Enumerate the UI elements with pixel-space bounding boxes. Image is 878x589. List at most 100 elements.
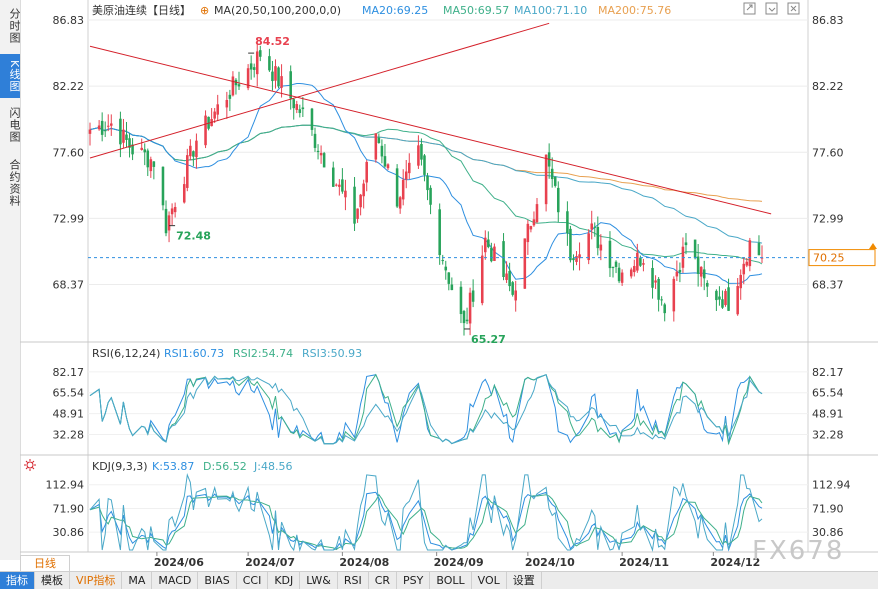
- candle-body: [480, 255, 484, 304]
- candle-body: [204, 115, 207, 146]
- y-tick-label-right: 82.17: [812, 366, 844, 379]
- y-tick-label-left: 72.99: [53, 212, 85, 225]
- candle-body: [344, 190, 347, 198]
- y-tick-label-right: 112.94: [812, 479, 851, 492]
- tab-indicator[interactable]: 指标: [0, 572, 35, 589]
- tab-kdj[interactable]: KDJ: [268, 572, 301, 589]
- candle-body: [341, 179, 344, 192]
- y-tick-label-left: 71.90: [53, 502, 85, 515]
- x-tick-label: 2024/07: [245, 556, 295, 569]
- candle: [487, 231, 490, 249]
- close-icon[interactable]: [787, 2, 800, 15]
- tab-lw[interactable]: LW&: [300, 572, 338, 589]
- candle: [757, 235, 761, 256]
- collapse-icon[interactable]: [765, 2, 778, 15]
- x-tick-label: 2024/06: [154, 556, 204, 569]
- candle-body: [146, 150, 150, 168]
- tab-vip-indicator[interactable]: VIP指标: [70, 572, 123, 589]
- candle: [614, 260, 618, 274]
- y-tick-label-left: 68.37: [53, 279, 85, 292]
- candle: [505, 261, 508, 284]
- candle-body: [398, 197, 402, 209]
- candle: [386, 163, 390, 171]
- tab-settings[interactable]: 设置: [507, 572, 542, 589]
- candle: [213, 107, 216, 124]
- candle: [514, 280, 517, 312]
- candle-body: [663, 304, 666, 314]
- candle-body: [672, 278, 676, 312]
- tab-bias[interactable]: BIAS: [198, 572, 237, 589]
- tab-cr[interactable]: CR: [369, 572, 398, 589]
- y-tick-label-left: 82.17: [53, 366, 85, 379]
- kdj-title: KDJ(9,3,3): [92, 460, 148, 473]
- candle: [696, 243, 700, 287]
- candle-body: [128, 138, 131, 148]
- candle: [508, 262, 511, 292]
- ma-label: MA(20,50,100,200,0,0): [214, 4, 341, 17]
- candle-body: [468, 292, 472, 324]
- tab-ma[interactable]: MA: [122, 572, 153, 589]
- expand-icon[interactable]: [743, 2, 756, 15]
- y-tick-label-right: 68.37: [812, 279, 844, 292]
- candle: [587, 229, 590, 265]
- tab-psy[interactable]: PSY: [397, 572, 431, 589]
- candle-body: [684, 242, 688, 246]
- tab-macd[interactable]: MACD: [152, 572, 199, 589]
- tab-rsi[interactable]: RSI: [338, 572, 369, 589]
- candle: [365, 160, 368, 192]
- tab-cci[interactable]: CCI: [237, 572, 269, 589]
- candle: [292, 98, 296, 120]
- candle: [259, 45, 262, 62]
- candle: [301, 96, 305, 117]
- candle: [566, 201, 569, 246]
- candle-body: [617, 267, 621, 282]
- tab-vol[interactable]: VOL: [472, 572, 507, 589]
- tab-template[interactable]: 模板: [35, 572, 70, 589]
- candle: [401, 169, 405, 206]
- tab-boll[interactable]: BOLL: [430, 572, 472, 589]
- candle: [544, 154, 548, 212]
- candle: [268, 48, 271, 72]
- candle: [760, 245, 764, 263]
- candle-body: [487, 239, 490, 248]
- candle: [484, 230, 487, 260]
- candle: [398, 195, 402, 214]
- candle: [535, 197, 539, 224]
- candle-body: [757, 242, 761, 256]
- sun-icon[interactable]: [24, 459, 36, 471]
- candle: [319, 145, 323, 164]
- candle: [727, 278, 730, 311]
- candle: [590, 210, 593, 240]
- candle-body: [639, 257, 642, 266]
- tab-contract-info[interactable]: 合约资料: [8, 159, 21, 207]
- candle-body: [395, 168, 399, 207]
- tab-timeshare[interactable]: 分时图: [8, 8, 21, 44]
- tab-kline[interactable]: K线图: [0, 54, 21, 98]
- candle: [103, 121, 107, 138]
- candle-body: [587, 233, 590, 261]
- candle-body: [578, 254, 581, 259]
- candle-body: [401, 179, 405, 200]
- candle-body: [301, 107, 305, 110]
- y-tick-label-left: 65.54: [53, 387, 85, 400]
- tab-lightning[interactable]: 闪电图: [8, 107, 21, 143]
- candle-body: [614, 261, 618, 268]
- price-annotation: 84.52: [255, 35, 290, 48]
- candle-body: [572, 258, 575, 261]
- j-line: [89, 472, 763, 552]
- y-tick-label-right: 77.60: [812, 146, 844, 159]
- gear-icon[interactable]: ⊕: [200, 4, 209, 17]
- candle: [611, 266, 615, 278]
- candle: [438, 203, 441, 265]
- candle-body: [511, 282, 514, 295]
- candle-body: [678, 269, 682, 273]
- candle-body: [444, 266, 448, 271]
- candle-body: [213, 111, 216, 119]
- candle: [359, 193, 362, 216]
- candle: [423, 154, 426, 182]
- candle-body: [642, 263, 645, 265]
- candle: [550, 157, 554, 188]
- candle: [468, 287, 472, 336]
- candle-body: [255, 51, 259, 75]
- candle-body: [611, 267, 615, 269]
